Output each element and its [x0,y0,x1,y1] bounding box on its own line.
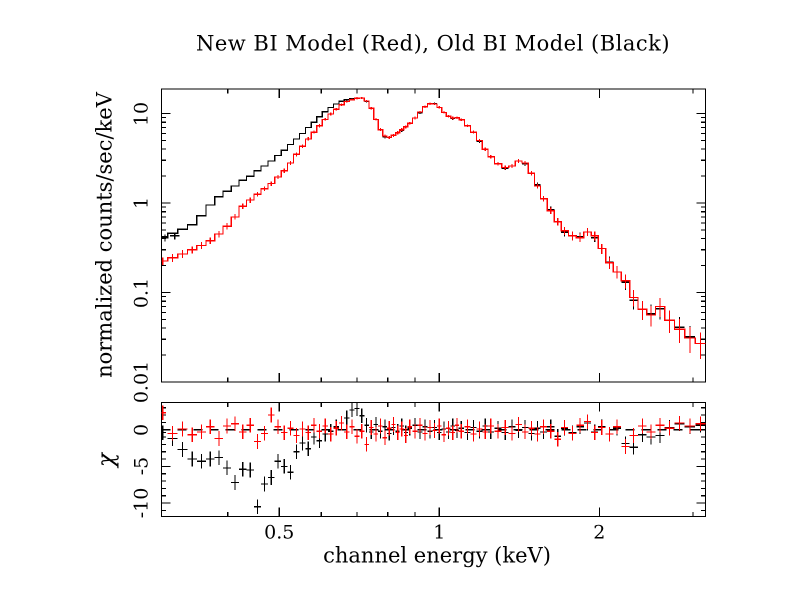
chi-tick-label: -10 [130,487,153,519]
spectrum-panel [161,96,706,359]
x-tick-label: 2 [593,521,606,544]
y-tick-label: 1 [130,196,153,210]
panel-frames [160,88,707,518]
x-tick-label: 0.5 [264,521,295,544]
new-bi-model-line [161,97,706,345]
x-axis-label: channel energy (keV) [323,543,551,568]
x-tick-label: 1 [433,521,446,544]
chi-tick-label: -5 [130,457,153,476]
old-bi-data-points [161,100,696,352]
y-axis-label-chi: χ [93,453,120,467]
new-bi-chi-points [161,405,706,454]
new-bi-data-points [161,96,706,359]
y-tick-label: 0.1 [130,277,153,308]
y-axis-label-spectrum: normalized counts/sec/keV [92,92,117,378]
y-tick-label: 10 [130,101,153,126]
axis-ticks [161,89,706,517]
old-bi-model-line [161,97,706,345]
plot-title: New BI Model (Red), Old BI Model (Black) [195,31,671,56]
residuals-panel [161,402,706,515]
chi-tick-label: 0 [130,423,153,436]
old-bi-chi-points [161,402,706,515]
y-tick-label: 0.01 [130,360,153,404]
